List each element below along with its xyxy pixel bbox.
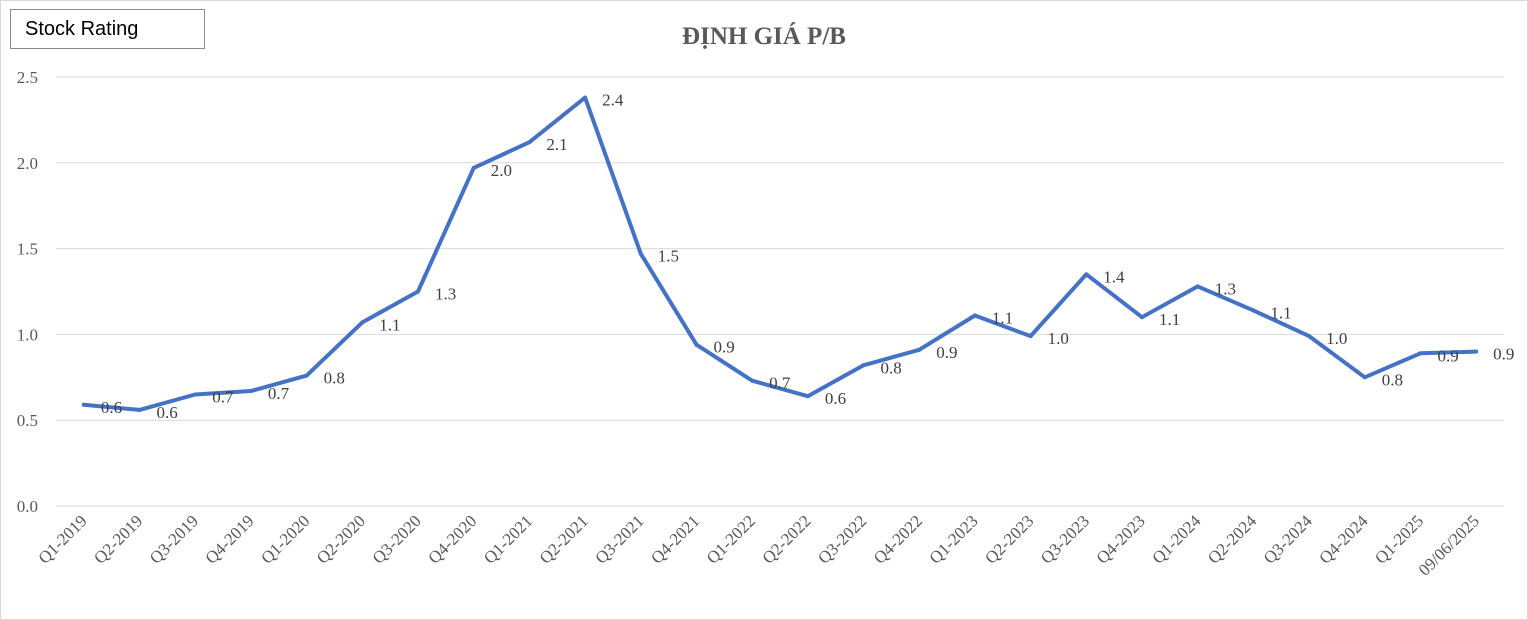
- data-point: [248, 389, 253, 394]
- data-label: 2.1: [546, 135, 567, 154]
- x-tick-label: Q2-2023: [981, 511, 1037, 567]
- data-point: [81, 402, 86, 407]
- data-point: [416, 289, 420, 294]
- data-label: 0.7: [769, 374, 791, 393]
- data-label: 0.6: [101, 398, 122, 417]
- data-point: [583, 95, 588, 100]
- chart-title: ĐỊNH GIÁ P/B: [682, 22, 846, 50]
- data-point: [527, 140, 532, 145]
- data-label: 1.5: [658, 247, 679, 266]
- data-point: [193, 392, 198, 397]
- x-axis: Q1-2019 Q2-2019 Q3-2019 Q4-2019 Q1-2020 Q2-20…: [34, 511, 1482, 580]
- data-point: [972, 313, 977, 318]
- y-tick-label: 2.5: [17, 68, 38, 87]
- y-tick-label: 1.0: [17, 325, 38, 344]
- x-tick-label: Q4-2021: [647, 511, 703, 567]
- x-tick-label: Q1-2024: [1148, 511, 1205, 568]
- y-tick-label: 1.5: [17, 240, 38, 259]
- x-tick-label: Q2-2022: [758, 511, 814, 567]
- data-label: 0.9: [713, 338, 734, 357]
- data-label: 0.7: [268, 384, 290, 403]
- x-tick-label: Q1-2022: [703, 511, 759, 567]
- data-label: 1.4: [1103, 267, 1125, 286]
- x-tick-label: Q1-2025: [1371, 511, 1427, 567]
- data-point: [137, 407, 142, 412]
- data-point: [861, 363, 866, 368]
- x-tick-label: Q1-2020: [257, 511, 313, 567]
- data-label: 2.0: [491, 161, 512, 180]
- x-tick-label: Q2-2021: [536, 511, 592, 567]
- data-point: [471, 165, 476, 170]
- x-tick-label: Q2-2019: [90, 511, 146, 567]
- data-label: 0.9: [1437, 346, 1458, 365]
- data-label: 1.3: [435, 285, 456, 304]
- x-tick-label: Q3-2024: [1260, 511, 1317, 568]
- data-label: 1.0: [1048, 329, 1069, 348]
- data-point: [1028, 334, 1033, 339]
- data-label: 0.8: [324, 369, 345, 388]
- data-label: 1.0: [1326, 329, 1347, 348]
- x-tick-label: Q3-2021: [591, 511, 647, 567]
- data-label: 1.3: [1215, 279, 1236, 298]
- x-tick-label: Q3-2019: [146, 511, 202, 567]
- x-tick-label: Q1-2023: [926, 511, 982, 567]
- grid-layer: [56, 76, 1504, 507]
- data-point: [1251, 308, 1256, 313]
- x-tick-label: 09/06/2025: [1415, 511, 1483, 579]
- data-label: 0.6: [825, 389, 846, 408]
- data-point: [750, 378, 755, 383]
- data-label: 1.1: [1270, 303, 1291, 322]
- legend-box: Stock Rating: [10, 9, 205, 49]
- x-tick-label: Q4-2024: [1315, 511, 1372, 568]
- data-label: 1.1: [1159, 310, 1180, 329]
- x-tick-label: Q4-2022: [870, 511, 926, 567]
- data-point: [1474, 349, 1479, 354]
- data-label: 0.9: [1493, 345, 1514, 364]
- data-point: [1084, 272, 1089, 277]
- data-point: [1195, 284, 1200, 289]
- x-tick-label: Q2-2020: [313, 511, 369, 567]
- data-label: 1.1: [992, 309, 1013, 328]
- y-tick-label: 0.5: [17, 411, 38, 430]
- legend-label: Stock Rating: [25, 18, 139, 40]
- x-tick-label: Q3-2022: [814, 511, 870, 567]
- x-tick-label: Q3-2023: [1037, 511, 1093, 567]
- y-tick-label: 2.0: [17, 154, 38, 173]
- data-label: 0.9: [936, 343, 957, 362]
- x-tick-label: Q1-2019: [34, 511, 90, 567]
- x-tick-label: Q2-2024: [1204, 511, 1261, 568]
- data-point: [1362, 375, 1367, 380]
- data-point: [638, 251, 643, 256]
- data-label: 2.4: [602, 91, 624, 110]
- x-tick-label: Q1-2021: [480, 511, 536, 567]
- data-label: 0.6: [157, 403, 178, 422]
- x-tick-label: Q4-2020: [424, 511, 480, 567]
- data-label: 1.1: [379, 315, 400, 334]
- y-axis: 0.0 0.5 1.0 1.5 2.0 2.5: [17, 68, 38, 516]
- data-point: [805, 394, 810, 399]
- data-label: 0.8: [881, 358, 902, 377]
- x-tick-label: Q4-2019: [202, 511, 258, 567]
- x-tick-label: Q4-2023: [1093, 511, 1149, 567]
- data-point: [1418, 351, 1423, 356]
- y-tick-label: 0.0: [17, 497, 38, 516]
- data-point: [360, 320, 365, 325]
- data-point: [304, 373, 309, 378]
- data-label: 0.7: [212, 387, 234, 406]
- x-tick-label: Q3-2020: [369, 511, 425, 567]
- data-point: [1307, 334, 1312, 339]
- series-layer: [81, 95, 1479, 412]
- data-label: 0.8: [1382, 370, 1403, 389]
- data-point: [694, 342, 699, 347]
- series-line: [81, 95, 1479, 412]
- data-point: [917, 347, 922, 352]
- data-labels: 0.6 0.6 0.7 0.7 0.8 1.1 1.3 2.0 2.1 2.4 1.5 0.9 0.7 0…: [101, 91, 1515, 422]
- data-point: [1140, 315, 1144, 320]
